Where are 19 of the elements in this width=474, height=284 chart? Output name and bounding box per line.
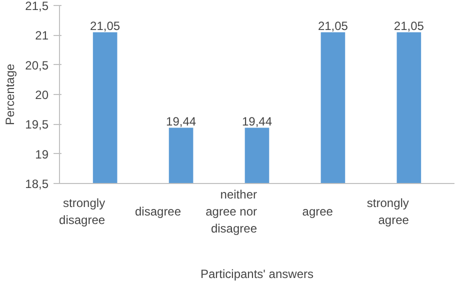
- y-tick-label: 20,5: [25, 58, 49, 72]
- y-tick-label: 21: [35, 28, 49, 43]
- data-label: 21,05: [318, 19, 348, 34]
- data-label: 21,05: [394, 19, 424, 34]
- data-label: 19,44: [166, 114, 196, 129]
- data-label: 21,05: [90, 19, 120, 34]
- data-label: 19,44: [242, 114, 272, 129]
- x-tick-label: strongly disagree: [59, 196, 106, 227]
- x-tick-label: strongly agree: [366, 196, 410, 227]
- y-tick-label: 20: [35, 88, 49, 102]
- x-tick-label: agree: [302, 204, 334, 218]
- y-tick-label: 21,5: [25, 0, 49, 13]
- x-axis-title: Participants' answers: [200, 267, 314, 282]
- y-tick-label: 18,5: [25, 177, 49, 191]
- x-tick-label: neither agree nor disagree: [206, 188, 258, 236]
- y-tick-label: 19,5: [25, 118, 49, 132]
- x-tick-label: disagree: [135, 204, 182, 218]
- y-tick-label: 19: [35, 147, 49, 162]
- y-axis-title: Percentage: [3, 63, 18, 126]
